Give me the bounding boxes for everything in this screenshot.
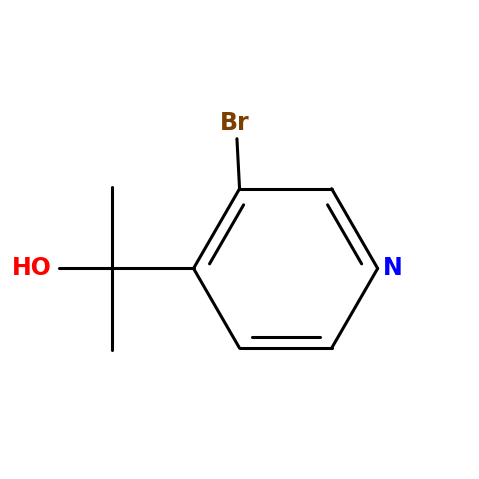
Text: Br: Br bbox=[219, 111, 249, 135]
Text: N: N bbox=[383, 256, 403, 280]
Text: HO: HO bbox=[11, 256, 51, 280]
